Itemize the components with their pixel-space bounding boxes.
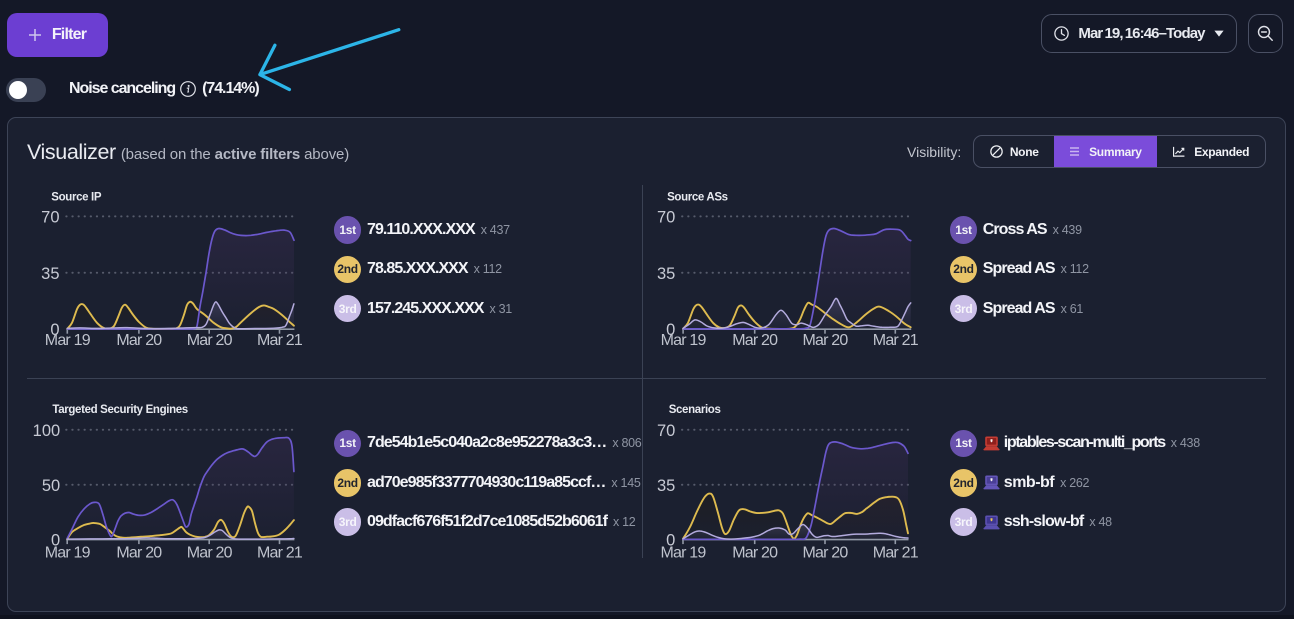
svg-text:Mar 20: Mar 20 [116,545,162,562]
svg-text:0: 0 [51,532,60,550]
svg-text:Mar 20: Mar 20 [732,332,778,349]
svg-text:Mar 21: Mar 21 [257,332,303,349]
svg-text:Mar 21: Mar 21 [873,545,919,562]
svg-text:Targeted Security Engines: Targeted Security Engines [52,404,187,416]
svg-text:Mar 20: Mar 20 [803,545,849,562]
svg-text:Mar 19: Mar 19 [45,332,91,349]
svg-text:Scenarios: Scenarios [669,404,721,416]
svg-text:70: 70 [41,209,59,227]
svg-text:Mar 20: Mar 20 [116,332,162,349]
svg-text:Mar 19: Mar 19 [661,545,707,562]
svg-text:100: 100 [33,422,61,440]
svg-text:70: 70 [657,209,675,227]
svg-text:70: 70 [657,422,675,440]
svg-text:Source IP: Source IP [51,192,102,204]
svg-text:Mar 19: Mar 19 [45,545,91,562]
svg-text:Mar 21: Mar 21 [257,545,303,562]
svg-text:35: 35 [657,265,675,283]
svg-text:Mar 20: Mar 20 [187,332,233,349]
svg-text:0: 0 [50,321,59,339]
svg-text:Mar 20: Mar 20 [187,545,233,562]
svg-text:35: 35 [657,477,675,495]
svg-text:Mar 19: Mar 19 [661,332,707,349]
svg-text:35: 35 [41,265,59,283]
svg-text:Mar 20: Mar 20 [803,332,849,349]
svg-text:50: 50 [42,477,60,495]
svg-text:Source ASs: Source ASs [667,192,728,204]
svg-text:Mar 20: Mar 20 [732,545,778,562]
svg-text:0: 0 [666,532,675,550]
svg-text:0: 0 [666,321,675,339]
svg-text:Mar 21: Mar 21 [873,332,919,349]
